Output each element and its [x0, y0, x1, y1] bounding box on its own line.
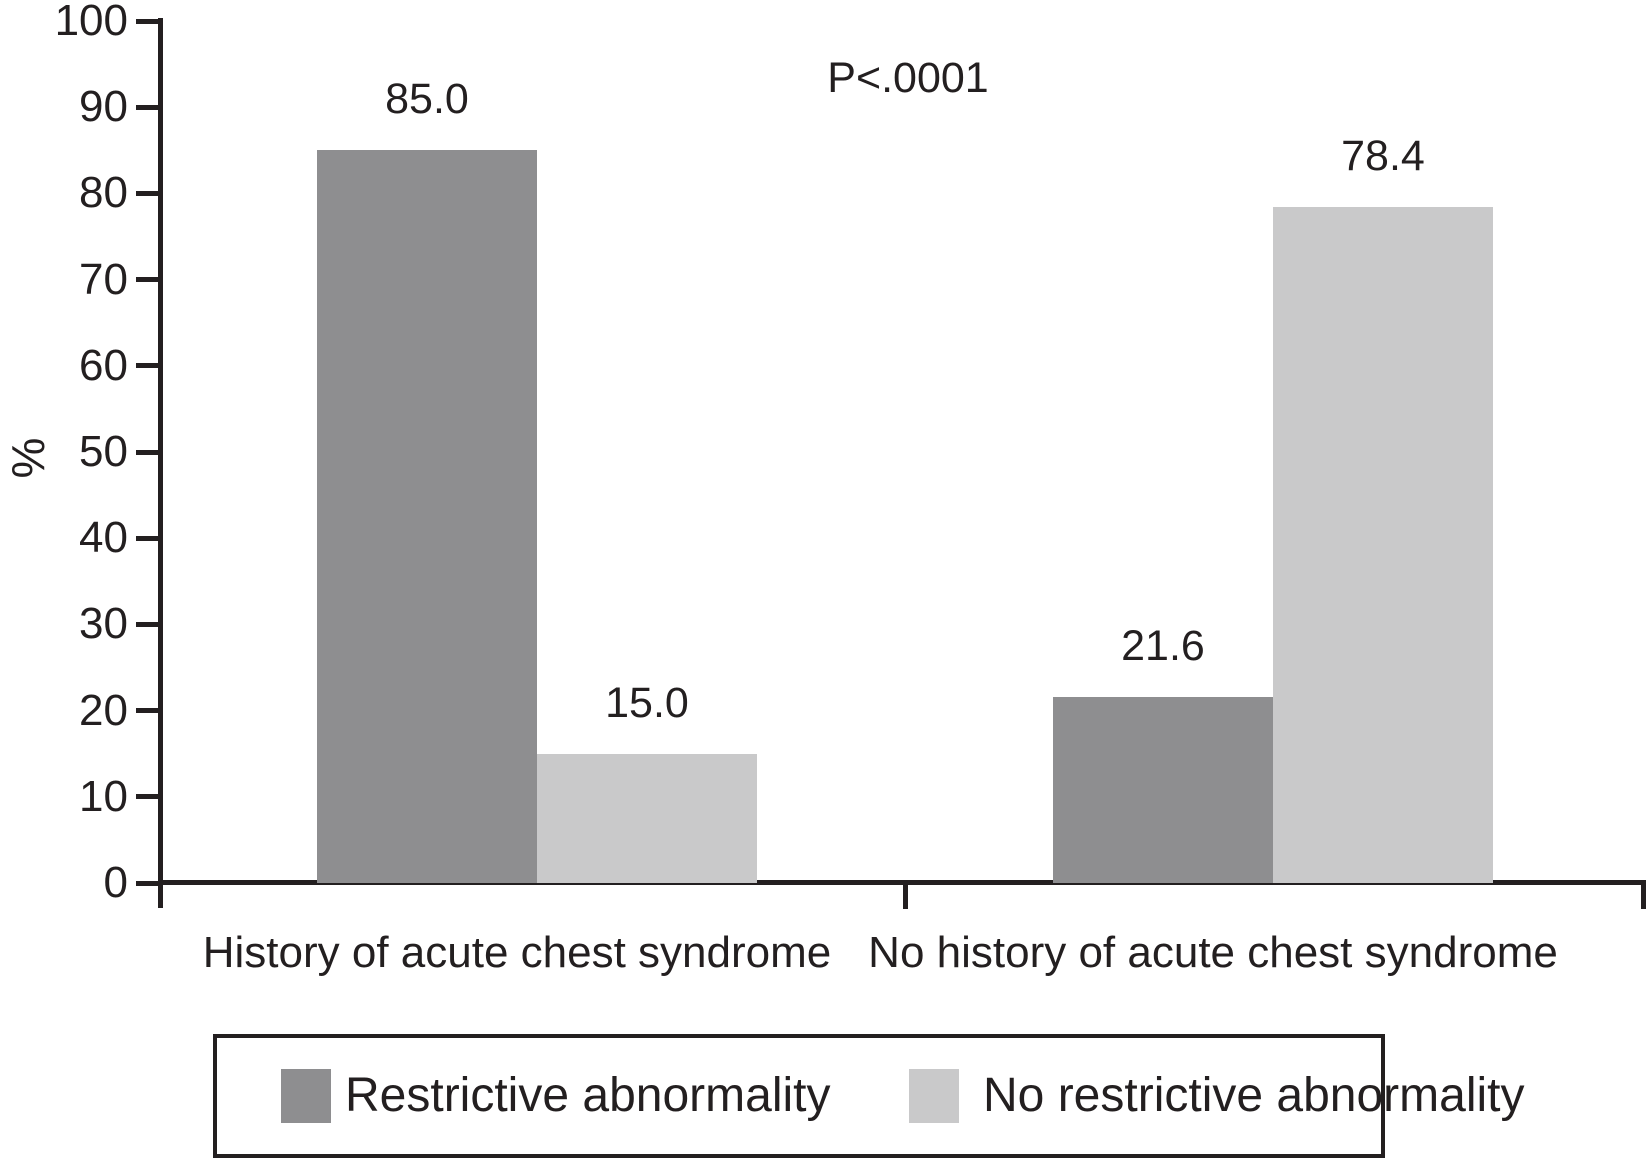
x-category-label-2: No history of acute chest syndrome	[868, 928, 1558, 977]
bar	[317, 150, 537, 883]
y-tick	[136, 104, 158, 110]
y-tick-label: 50	[79, 427, 128, 476]
y-tick	[136, 277, 158, 283]
y-tick-label: 40	[79, 513, 128, 563]
y-tick	[136, 621, 158, 627]
y-tick	[136, 708, 158, 714]
x-axis-end-tick	[1641, 883, 1646, 909]
y-tick-label: 60	[79, 340, 128, 390]
y-tick-label: 30	[79, 599, 128, 649]
legend-swatch-no-restrictive	[909, 1069, 959, 1123]
bar-value-label: 85.0	[385, 75, 469, 124]
x-axis-divider-tick	[903, 883, 908, 909]
legend-label-restrictive: Restrictive abnormality	[345, 1069, 831, 1122]
y-tick-label: 80	[79, 168, 128, 218]
bar	[1273, 207, 1493, 883]
y-tick-label: 0	[103, 858, 128, 907]
y-tick-label: 20	[79, 685, 128, 735]
y-tick	[136, 535, 158, 541]
y-tick	[136, 18, 158, 24]
y-tick	[136, 794, 158, 800]
y-tick-label: 100	[54, 0, 128, 45]
y-tick	[136, 190, 158, 196]
bar	[537, 753, 757, 883]
bar	[1053, 696, 1273, 883]
y-tick	[136, 363, 158, 369]
legend-label-no-restrictive: No restrictive abnormality	[983, 1069, 1525, 1122]
x-category-label-1: History of acute chest syndrome	[202, 928, 832, 977]
y-tick-label: 90	[79, 82, 128, 132]
y-tick-label: 10	[79, 771, 128, 821]
y-tick	[136, 880, 158, 886]
bar-value-label: 15.0	[605, 678, 689, 727]
legend-swatch-restrictive	[281, 1069, 331, 1123]
bar-value-label: 78.4	[1341, 132, 1425, 181]
y-axis	[158, 18, 163, 908]
p-value-annotation: P<.0001	[827, 54, 989, 102]
x-axis	[158, 880, 1646, 885]
y-tick	[136, 449, 158, 455]
y-tick-label: 70	[79, 254, 128, 304]
legend: Restrictive abnormality No restrictive a…	[213, 1034, 1525, 1158]
bar-value-label: 21.6	[1121, 621, 1205, 670]
